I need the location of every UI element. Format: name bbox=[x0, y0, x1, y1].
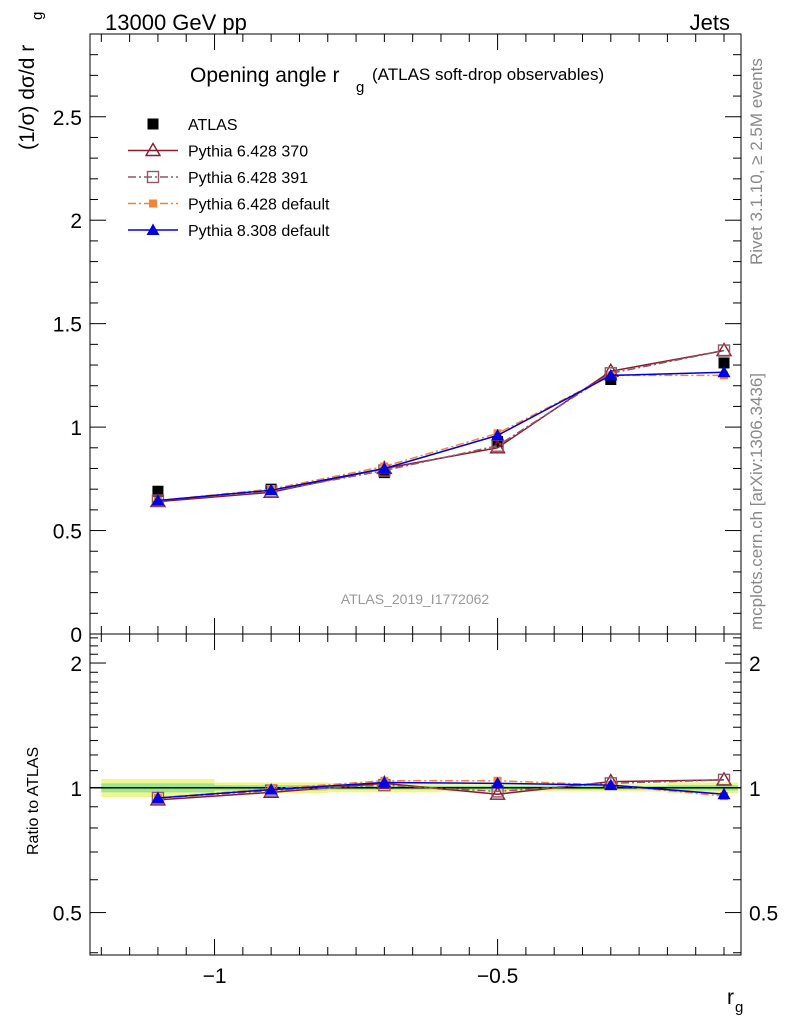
ratio-line-pythia8_default bbox=[157, 781, 725, 799]
main-y-label-sub: g bbox=[29, 12, 46, 20]
ratio-point-pythia8_default bbox=[717, 787, 731, 800]
main-line-pythia6_391 bbox=[157, 349, 725, 502]
mcplots-side-text: mcplots.cern.ch [arXiv:1306.3436] bbox=[747, 373, 766, 630]
legend-label-atlas: ATLAS bbox=[188, 117, 238, 134]
main-point-pythia8_default bbox=[717, 365, 731, 378]
rivet-side-text: Rivet 3.1.10, ≥ 2.5M events bbox=[747, 58, 766, 265]
x-axis-label: r g bbox=[727, 986, 743, 1016]
main-title-subscript: g bbox=[356, 79, 364, 96]
ratio-line-pythia6_default bbox=[157, 779, 725, 799]
main-y-tick-label: 1.5 bbox=[53, 314, 82, 337]
legend: ATLAS Pythia 6.428 370 Pythia 6.428 391 Pyt… bbox=[128, 117, 330, 240]
analysis-watermark: ATLAS_2019_I1772062 bbox=[341, 591, 490, 607]
ratio-y-tick-label-right: 2 bbox=[749, 653, 761, 676]
main-point-pythia8_default bbox=[491, 428, 505, 441]
main-y-label-text: (1/σ) dσ/d r bbox=[16, 45, 39, 150]
ratio-point-pythia6_370 bbox=[489, 785, 506, 800]
main-point-pythia6_391 bbox=[717, 344, 731, 357]
legend-marker-pythia6_370 bbox=[144, 142, 162, 157]
main-line-pythia8_default bbox=[157, 371, 725, 502]
main-line-pythia6_370 bbox=[157, 349, 725, 503]
main-title-text: Opening angle r bbox=[190, 64, 339, 87]
ratio-y-tick-label-left: 0.5 bbox=[53, 903, 82, 926]
ratio-point-pythia8_default bbox=[604, 778, 618, 791]
legend-marker-pythia8_default bbox=[146, 223, 160, 235]
main-point-pythia8_default bbox=[377, 461, 391, 474]
main-point-pythia8_default bbox=[264, 483, 278, 496]
main-y-tick-label: 0.5 bbox=[53, 521, 82, 544]
main-point-atlas bbox=[718, 357, 730, 369]
x-tick-label: −0.5 bbox=[477, 965, 518, 988]
ratio-panel: 0.5 0.5 1 1 2 2 −1 −0.5 Ratio to ATLAS r g bbox=[25, 633, 778, 1016]
x-axis-label-sub: g bbox=[735, 999, 743, 1016]
legend-label-pythia6_default: Pythia 6.428 default bbox=[188, 197, 330, 214]
main-y-tick-label: 2.5 bbox=[53, 107, 82, 130]
main-y-tick-label: 1 bbox=[70, 417, 82, 440]
main-series-layer bbox=[149, 342, 733, 508]
ratio-y-tick-label-right: 1 bbox=[749, 778, 761, 801]
ratio-y-ticks: 0.5 0.5 1 1 2 2 bbox=[53, 637, 778, 954]
x-tick-label: −1 bbox=[203, 965, 227, 988]
ratio-point-pythia8_default bbox=[491, 776, 505, 789]
ratio-frame bbox=[89, 633, 742, 956]
main-point-pythia8_default bbox=[604, 368, 618, 381]
main-y-tick-label: 2 bbox=[70, 210, 82, 233]
legend-label-pythia6_370: Pythia 6.428 370 bbox=[188, 144, 308, 161]
ratio-point-pythia8_default bbox=[377, 775, 391, 788]
header-right: Jets bbox=[690, 10, 730, 35]
ratio-line-pythia6_391 bbox=[157, 779, 725, 799]
main-y-ticks: 0 0.5 1 1.5 2 2.5 bbox=[53, 54, 741, 647]
main-x-ticks bbox=[100, 34, 725, 634]
x-axis-label-text: r bbox=[727, 986, 734, 1009]
legend-label-pythia8_default: Pythia 8.308 default bbox=[188, 223, 330, 240]
ratio-y-tick-label-left: 2 bbox=[70, 653, 82, 676]
main-y-tick-label: 0 bbox=[70, 624, 82, 647]
ratio-y-label: Ratio to ATLAS bbox=[25, 747, 42, 855]
legend-marker-pythia6_391 bbox=[146, 170, 160, 184]
legend-marker-pythia6_default bbox=[149, 199, 157, 208]
main-title-extra: (ATLAS soft-drop observables) bbox=[372, 65, 604, 84]
ratio-x-ticks: −1 −0.5 bbox=[100, 634, 725, 988]
main-point-atlas bbox=[152, 485, 164, 497]
ratio-point-pythia8_default bbox=[264, 783, 278, 795]
legend-marker-atlas bbox=[147, 118, 159, 130]
ratio-series-layer bbox=[149, 771, 733, 806]
main-title: Opening angle r bbox=[190, 64, 339, 87]
main-line-pythia6_default bbox=[157, 374, 725, 502]
header-left: 13000 GeV pp bbox=[105, 10, 247, 35]
legend-label-pythia6_391: Pythia 6.428 391 bbox=[188, 170, 308, 187]
ratio-point-pythia6_391 bbox=[717, 773, 731, 787]
ratio-point-pythia8_default bbox=[151, 791, 165, 803]
ratio-y-tick-label-left: 1 bbox=[70, 778, 82, 801]
ratio-y-tick-label-right: 0.5 bbox=[749, 903, 778, 926]
main-point-pythia8_default bbox=[151, 494, 165, 506]
main-panel: 0 0.5 1 1.5 2 2.5 Opening angle r g (ATLAS so… bbox=[16, 12, 742, 647]
main-y-label: (1/σ) dσ/d r g bbox=[16, 12, 46, 150]
